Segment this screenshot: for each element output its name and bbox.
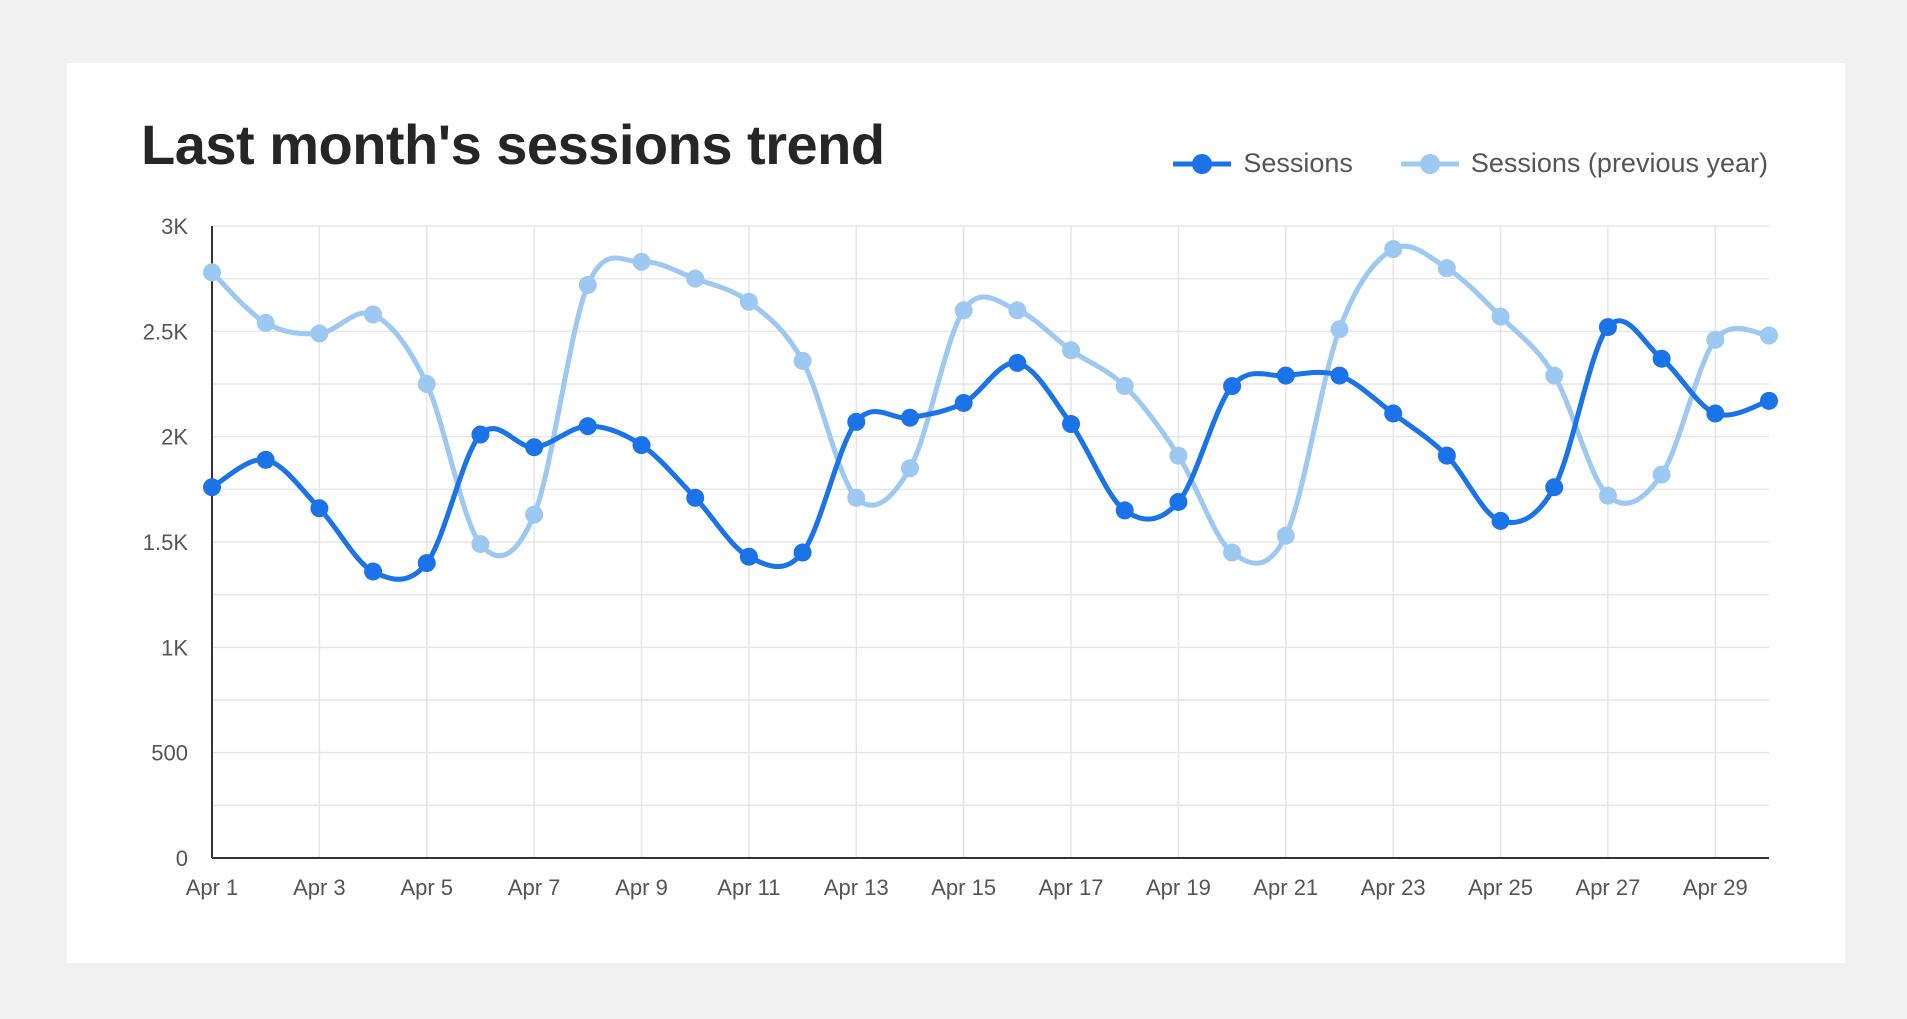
legend-label-sessions-previous-year: Sessions (previous year) (1470, 148, 1768, 178)
data-point-sessions[interactable] (954, 393, 973, 412)
data-point-sessions[interactable] (1437, 446, 1456, 465)
x-tick-label: Apr 21 (1253, 875, 1318, 900)
y-tick-label: 1K (161, 635, 188, 660)
legend-item-sessions[interactable]: Sessions (1173, 148, 1353, 179)
data-point-sessions-previous-year[interactable] (1545, 366, 1564, 385)
data-point-sessions[interactable] (471, 425, 490, 444)
data-point-sessions[interactable] (310, 499, 329, 518)
data-point-sessions-previous-year[interactable] (578, 275, 597, 294)
x-tick-label: Apr 11 (717, 875, 780, 900)
data-point-sessions-previous-year[interactable] (632, 252, 651, 271)
data-point-sessions-previous-year[interactable] (1491, 307, 1510, 326)
data-point-sessions[interactable] (1062, 415, 1081, 434)
data-point-sessions[interactable] (900, 408, 919, 427)
x-tick-label: Apr 7 (508, 875, 561, 900)
data-point-sessions-previous-year[interactable] (1276, 526, 1295, 545)
data-point-sessions-previous-year[interactable] (364, 305, 383, 324)
data-point-sessions[interactable] (578, 417, 597, 436)
data-point-sessions-previous-year[interactable] (1437, 259, 1456, 278)
data-point-sessions-previous-year[interactable] (1169, 446, 1188, 465)
data-point-sessions[interactable] (686, 488, 705, 507)
data-point-sessions[interactable] (1169, 492, 1188, 511)
data-point-sessions-previous-year[interactable] (793, 351, 812, 370)
data-point-sessions[interactable] (1598, 318, 1617, 337)
x-tick-label: Apr 19 (1146, 875, 1211, 900)
data-point-sessions[interactable] (1545, 478, 1564, 497)
data-point-sessions-previous-year[interactable] (954, 301, 973, 320)
data-point-sessions[interactable] (1652, 349, 1671, 368)
chart-legend: Sessions Sessions (previous year) (1173, 148, 1768, 179)
data-point-sessions[interactable] (203, 478, 221, 497)
legend-swatch-sessions-previous-year (1400, 153, 1459, 174)
x-tick-label: Apr 1 (186, 875, 239, 900)
x-tick-label: Apr 9 (615, 875, 668, 900)
data-point-sessions[interactable] (256, 450, 275, 469)
data-point-sessions-previous-year[interactable] (1652, 465, 1671, 484)
data-point-sessions[interactable] (417, 554, 436, 573)
data-point-sessions-previous-year[interactable] (1115, 377, 1134, 396)
legend-label-sessions: Sessions (1243, 148, 1353, 178)
data-point-sessions[interactable] (1330, 366, 1349, 385)
data-point-sessions-previous-year[interactable] (310, 324, 329, 343)
x-tick-label: Apr 5 (400, 875, 453, 900)
data-point-sessions-previous-year[interactable] (1384, 240, 1403, 259)
data-point-sessions[interactable] (1760, 391, 1778, 410)
data-point-sessions-previous-year[interactable] (203, 263, 221, 282)
data-point-sessions[interactable] (1223, 377, 1242, 396)
data-point-sessions-previous-year[interactable] (739, 292, 758, 311)
data-point-sessions-previous-year[interactable] (847, 488, 866, 507)
data-point-sessions-previous-year[interactable] (1598, 486, 1617, 505)
data-point-sessions-previous-year[interactable] (1008, 301, 1027, 320)
data-point-sessions[interactable] (1706, 404, 1725, 423)
x-tick-label: Apr 15 (931, 875, 996, 900)
y-tick-label: 2K (161, 425, 188, 450)
data-point-sessions-previous-year[interactable] (1223, 543, 1242, 562)
legend-swatch-sessions (1173, 153, 1232, 174)
x-tick-label: Apr 29 (1683, 875, 1748, 900)
data-point-sessions-previous-year[interactable] (1062, 341, 1081, 360)
data-point-sessions[interactable] (1008, 353, 1027, 372)
y-tick-label: 2.5K (143, 319, 189, 344)
data-point-sessions[interactable] (1491, 511, 1510, 530)
data-point-sessions-previous-year[interactable] (686, 269, 705, 288)
x-tick-label: Apr 23 (1361, 875, 1426, 900)
data-point-sessions-previous-year[interactable] (1330, 320, 1349, 339)
chart-title: Last month's sessions trend (141, 113, 885, 176)
data-point-sessions-previous-year[interactable] (1706, 330, 1725, 349)
data-point-sessions[interactable] (739, 547, 758, 566)
data-point-sessions[interactable] (1384, 404, 1403, 423)
x-tick-label: Apr 27 (1576, 875, 1641, 900)
data-point-sessions-previous-year[interactable] (256, 313, 275, 332)
data-point-sessions-previous-year[interactable] (900, 459, 919, 478)
data-point-sessions[interactable] (1115, 501, 1134, 520)
data-point-sessions-previous-year[interactable] (525, 505, 544, 524)
data-point-sessions-previous-year[interactable] (417, 375, 436, 393)
x-tick-label: Apr 13 (824, 875, 889, 900)
data-point-sessions[interactable] (1276, 366, 1295, 385)
legend-item-sessions-previous-year[interactable]: Sessions (previous year) (1400, 148, 1768, 179)
chart-card (67, 63, 1845, 963)
y-tick-label: 1.5K (143, 530, 189, 555)
data-point-sessions[interactable] (525, 438, 544, 457)
x-tick-label: Apr 25 (1468, 875, 1533, 900)
data-point-sessions-previous-year[interactable] (471, 535, 490, 554)
data-point-sessions[interactable] (364, 562, 383, 581)
x-tick-label: Apr 3 (293, 875, 346, 900)
data-point-sessions[interactable] (793, 543, 812, 562)
x-tick-label: Apr 17 (1039, 875, 1104, 900)
series-line-sessions (209, 318, 1772, 582)
y-tick-label: 500 (151, 741, 188, 766)
y-tick-label: 3K (161, 214, 188, 239)
data-point-sessions[interactable] (847, 412, 866, 431)
data-point-sessions-previous-year[interactable] (1760, 326, 1778, 345)
y-tick-label: 0 (176, 846, 188, 871)
data-point-sessions[interactable] (632, 436, 651, 455)
